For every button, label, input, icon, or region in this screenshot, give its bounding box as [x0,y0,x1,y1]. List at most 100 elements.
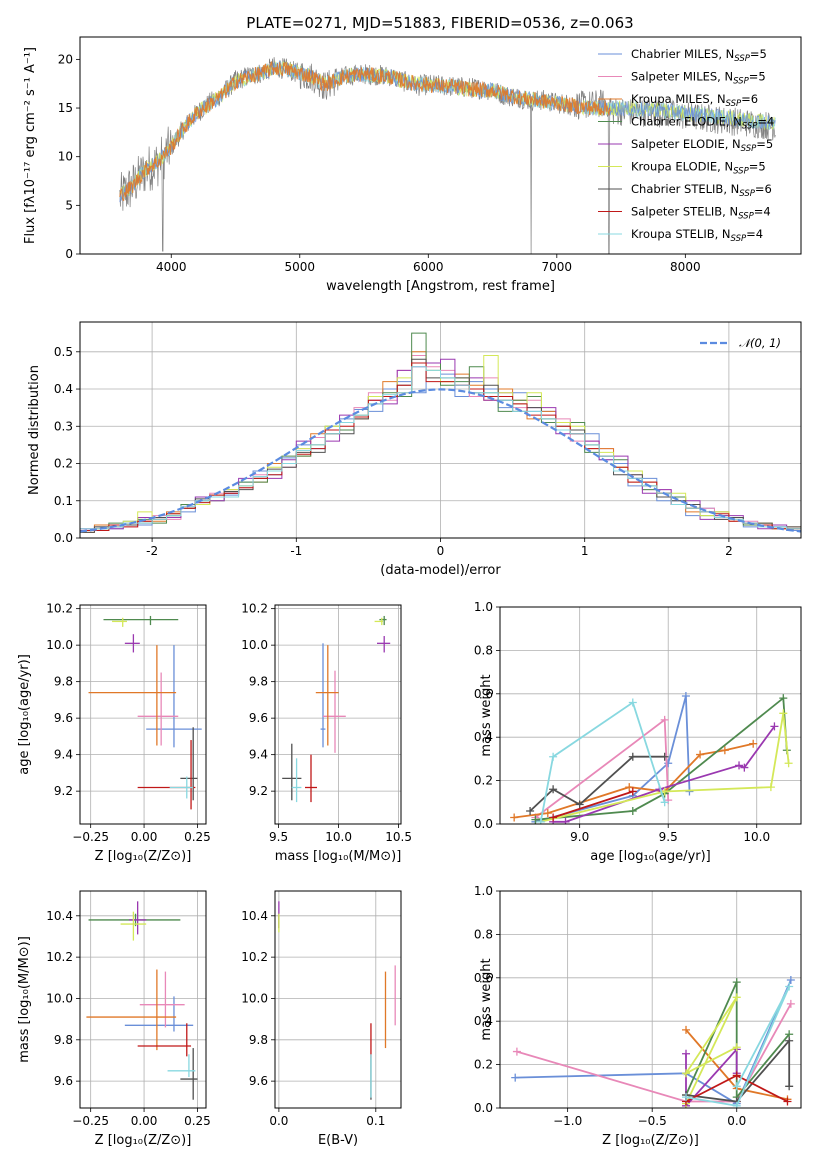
series-marker [785,1082,794,1091]
gridlines [80,605,206,824]
point-kroupa-elodie [374,617,383,626]
series-marker [735,761,744,770]
panel-spectrum: 4000 5000 6000 7000 8000 0 5 10 15 20 wavelength [… [23,36,802,294]
x-axis-label: mass [log₁₀(M/M⊙)] [275,849,402,864]
point-chabrier-miles [146,645,202,748]
y-tick-label: 10.0 [46,991,73,1005]
x-tick-label: −1.0 [553,1114,582,1128]
series-kroupa-stelib [536,698,669,824]
legend-sub: SSP [733,167,749,177]
y-tick-label: 9.6 [249,1074,268,1088]
axes-frame [274,604,402,825]
axes-frame [79,890,207,1109]
x-tick-label: −0.25 [72,830,109,844]
y-axis-label: mass [log₁₀(M/M⊙)] [17,936,32,1063]
axes-frame [79,36,802,255]
series-marker [749,739,758,748]
series-marker [779,709,788,718]
series-marker [628,787,637,796]
x-tick-label: 1 [581,544,589,558]
x-tick-label: 5000 [284,260,315,274]
point-chabrier-stelib [180,727,198,801]
legend-n: =4 [754,205,771,219]
series-line [552,790,634,819]
x-axis-label: Z [log₁₀(Z/Z⊙)] [95,1133,192,1148]
series-marker [561,817,570,824]
legend-sub: SSP [739,189,755,199]
y-tick-label: 10.0 [241,991,268,1005]
ticks: 4000 5000 6000 7000 8000 0 5 10 15 20 [58,52,701,274]
series-marker [510,813,519,822]
axes-frame [499,890,802,1109]
legend-sub: SSP [734,54,750,64]
series-marker [628,752,637,761]
series-marker [660,715,669,724]
point-salpeter-miles [323,670,346,753]
legend-sub: SSP [742,122,758,132]
legend-model: Chabrier STELIB, N [631,182,739,196]
series-marker [682,1069,691,1078]
series-marker [526,806,535,815]
legend-n: =5 [750,47,767,61]
model-spectrum [119,61,611,201]
y-tick-label: 1.0 [474,884,493,898]
y-tick-label: 10.0 [241,638,268,652]
y-tick-label: 10.0 [46,638,73,652]
panel-mass_vs_Z: −0.25 0.00 0.25 9.6 9.8 10.0 10.2 10.4 Z [log₁₀(… [17,890,211,1148]
plot-area [510,691,793,824]
histogram-kroupa-stelib [80,366,801,530]
figure-title: PLATE=0271, MJD=51883, FIBERID=0536, z=0… [246,14,633,32]
ticks: 0.0 0.1 9.6 9.8 10.0 10.2 10.4 [241,909,385,1128]
plot-area [86,901,198,1100]
y-tick-label: 0.2 [474,1058,493,1072]
y-tick-label: 0.0 [474,1101,493,1115]
series-kroupa-elodie [682,993,741,1108]
y-axis-label: Flux [fλ10⁻¹⁷ erg cm⁻² s⁻¹ A⁻¹] [23,47,38,244]
y-tick-label: 9.6 [249,711,268,725]
y-tick-label: 10.2 [241,950,268,964]
y-tick-label: 10.2 [46,602,73,616]
series-marker [740,763,749,772]
gridlines [275,605,401,824]
point-salpeter-stelib [137,740,196,810]
ticks: 9.5 10.0 10.5 9.2 9.4 9.6 9.8 10.0 10.2 [241,602,412,844]
x-tick-label: 9.5 [269,830,288,844]
y-tick-label: 9.8 [249,675,268,689]
legend-model: Kroupa STELIB, N [631,227,731,241]
y-tick-label: 9.4 [54,748,73,762]
x-tick-label: −0.5 [638,1114,667,1128]
y-tick-label: 0.8 [474,643,493,657]
y-tick-label: 0.2 [474,774,493,788]
normal-pdf-curve [80,388,801,533]
series-marker [732,1082,741,1091]
y-tick-label: 10.2 [241,602,268,616]
series-line [685,981,790,1100]
y-tick-label: 0.6 [474,687,493,701]
point-kroupa-stelib [291,758,302,803]
legend-model: Chabrier MILES, N [631,47,734,61]
point-salpeter-elodie [124,634,140,653]
x-tick-label: 0 [437,544,445,558]
point-kroupa-miles [88,645,177,746]
x-tick-label: 10.0 [743,830,770,844]
series-marker [785,1036,794,1045]
y-tick-label: 0.6 [474,971,493,985]
plot-area [511,975,795,1108]
legend-entry: 𝒩(0, 1) [739,336,781,350]
legend-model: Salpeter ELODIE, N [631,137,741,151]
legend-model: Kroupa MILES, N [631,92,726,106]
x-tick-label: 0.0 [727,1114,746,1128]
y-tick-label: 0.0 [54,531,73,545]
plot-area [282,615,391,803]
y-tick-label: 9.8 [54,675,73,689]
y-tick-label: 10 [58,150,73,164]
series-marker [575,800,584,809]
ticks: −0.25 0.00 0.25 9.6 9.8 10.0 10.2 10.4 [46,909,211,1128]
y-tick-label: 9.2 [54,784,73,798]
x-tick-label: 9.5 [659,830,678,844]
y-tick-label: 15 [58,101,73,115]
y-tick-label: 1.0 [474,600,493,614]
series-marker [732,1071,741,1080]
point-kroupa-miles [86,969,177,1051]
y-tick-label: 0.3 [54,419,73,433]
